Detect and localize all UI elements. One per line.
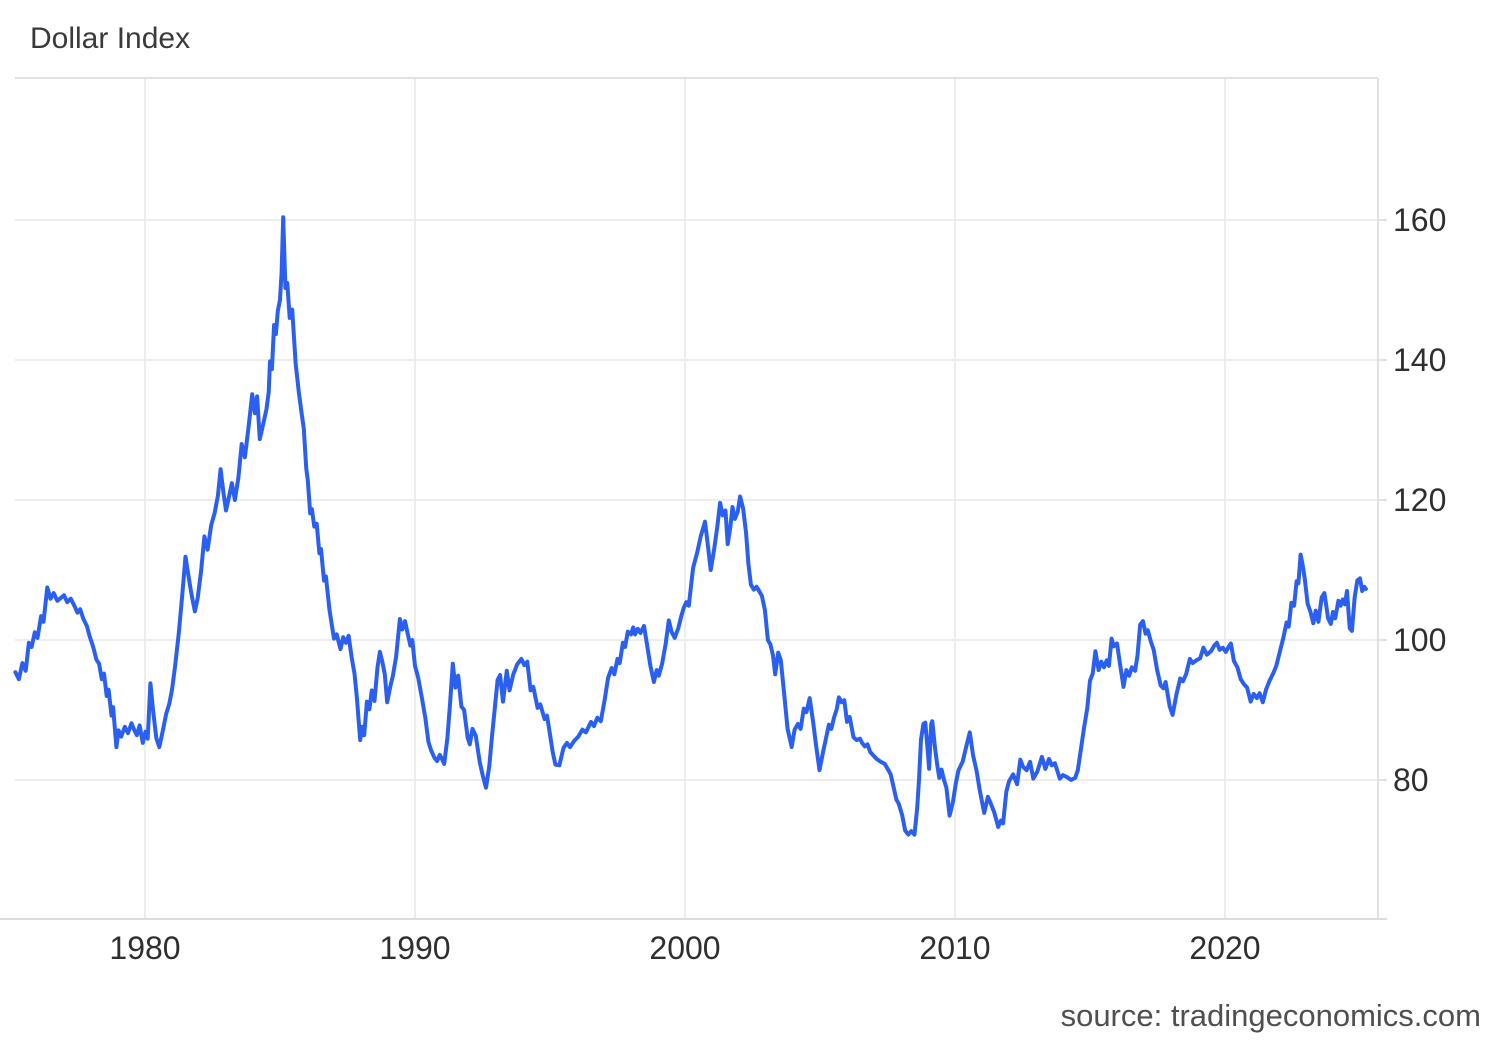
source-credit: source: tradingeconomics.com [1060,998,1481,1033]
x-tick-label: 2020 [1189,930,1261,966]
y-tick-label: 120 [1393,482,1447,518]
x-tick-label: 1990 [379,930,451,966]
y-tick-label: 80 [1393,762,1429,798]
y-tick-label: 160 [1393,202,1447,238]
y-tick-label: 140 [1393,342,1447,378]
x-tick-label: 2010 [919,930,991,966]
y-tick-label: 100 [1393,622,1447,658]
x-tick-label: 2000 [649,930,721,966]
x-tick-label: 1980 [109,930,181,966]
chart-title: Dollar Index [30,22,191,55]
dollar-index-line [13,215,1368,837]
